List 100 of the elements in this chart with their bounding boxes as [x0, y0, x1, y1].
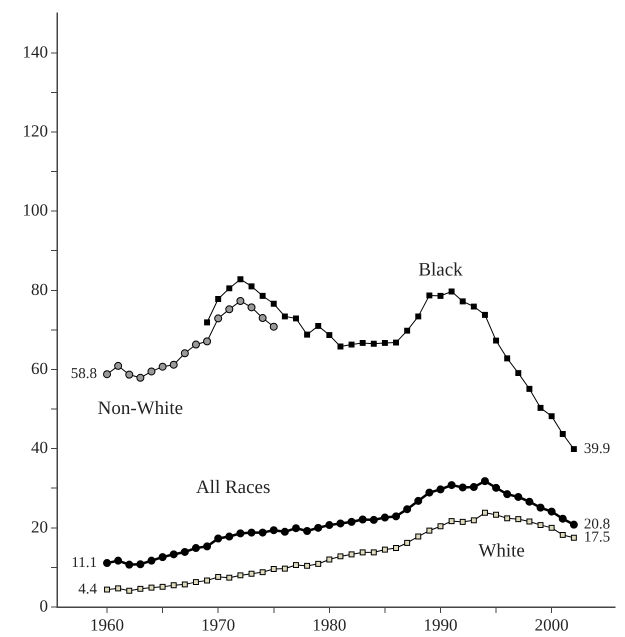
data-label: 11.1: [71, 554, 98, 571]
x-tick-label: 2000: [534, 616, 569, 635]
point: [237, 572, 244, 578]
point: [504, 515, 510, 522]
point: [148, 584, 154, 591]
point: [337, 344, 344, 350]
point: [336, 519, 344, 528]
point: [192, 544, 200, 552]
point: [170, 550, 178, 558]
point: [370, 516, 378, 524]
point: [393, 545, 399, 551]
point: [570, 446, 577, 452]
point: [482, 510, 488, 516]
point: [414, 496, 422, 505]
point: [337, 553, 344, 560]
point: [104, 586, 110, 593]
point: [125, 560, 134, 569]
point: [236, 296, 244, 305]
point: [514, 492, 522, 501]
y-tick-label: 100: [22, 200, 48, 220]
y-tick-label: 40: [31, 438, 48, 458]
point: [270, 566, 277, 572]
point: [404, 328, 410, 334]
data-label: 39.9: [584, 440, 610, 457]
data-label: 4.4: [78, 582, 98, 598]
series-label: White: [478, 540, 525, 562]
y-tick-label: 120: [22, 121, 48, 140]
point: [203, 337, 212, 346]
point: [426, 292, 432, 298]
point: [448, 518, 455, 524]
point: [438, 523, 444, 530]
point: [458, 483, 467, 492]
point: [170, 360, 178, 369]
point: [438, 292, 444, 299]
point: [192, 579, 199, 586]
point: [103, 370, 112, 378]
point: [114, 556, 122, 565]
point: [136, 560, 144, 568]
point: [315, 560, 322, 567]
point: [425, 488, 434, 497]
point: [370, 549, 377, 556]
point: [492, 484, 500, 492]
point: [560, 532, 566, 538]
point: [560, 431, 566, 437]
point: [493, 338, 500, 344]
point: [404, 540, 410, 546]
point: [137, 586, 144, 592]
point: [380, 514, 389, 522]
y-tick-label: 20: [31, 517, 48, 536]
point: [215, 296, 222, 302]
point: [536, 504, 545, 512]
y-tick-label: 0: [40, 596, 48, 616]
point: [158, 553, 167, 562]
point: [226, 574, 232, 581]
point: [393, 340, 399, 346]
point: [136, 374, 144, 382]
point: [460, 518, 466, 525]
point: [114, 362, 122, 370]
data-label: 58.8: [70, 366, 98, 382]
y-tick-label: 140: [22, 42, 48, 62]
point: [215, 574, 222, 580]
point: [348, 551, 355, 558]
point: [258, 314, 267, 322]
point: [515, 516, 522, 522]
point: [214, 534, 222, 543]
series-label: Black: [418, 260, 464, 280]
point: [392, 512, 400, 520]
point: [214, 314, 222, 322]
point: [160, 584, 166, 590]
point: [493, 512, 500, 518]
y-tick-label: 80: [31, 280, 48, 299]
point: [258, 528, 267, 537]
point: [526, 518, 532, 524]
point: [293, 562, 299, 568]
point: [236, 529, 244, 538]
point: [360, 549, 366, 556]
point: [558, 514, 567, 523]
point: [292, 524, 300, 532]
point: [204, 578, 210, 584]
point: [504, 355, 510, 362]
point: [282, 313, 288, 320]
point: [548, 413, 555, 420]
point: [436, 485, 444, 494]
point: [470, 304, 477, 310]
series-label: Non-White: [98, 398, 184, 420]
point: [548, 524, 555, 531]
point: [226, 285, 232, 292]
point: [326, 332, 332, 338]
point: [303, 526, 312, 535]
point: [270, 526, 278, 534]
point: [480, 477, 489, 486]
point: [237, 276, 244, 282]
point: [260, 292, 266, 299]
point: [470, 483, 478, 492]
point: [525, 498, 534, 506]
point: [448, 288, 455, 294]
point: [225, 532, 234, 541]
point: [448, 481, 456, 490]
point: [115, 585, 122, 592]
point: [415, 313, 422, 320]
